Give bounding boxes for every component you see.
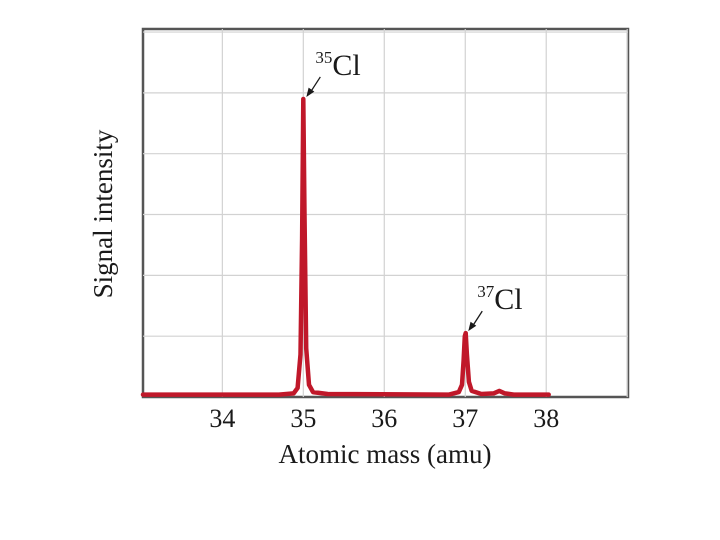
isotope-element-symbol: Cl <box>332 49 360 82</box>
isotope-label: 37Cl <box>477 282 522 316</box>
plot-area <box>141 27 630 399</box>
x-tick-label: 35 <box>290 404 316 433</box>
peak-annotation: 35Cl <box>306 48 361 97</box>
x-tick-label: 38 <box>533 404 559 433</box>
spectrum-line <box>140 96 551 397</box>
annotation-arrowhead <box>306 87 315 97</box>
x-tick-label: 37 <box>452 404 478 433</box>
annotation-arrowhead <box>468 321 477 332</box>
isotope-element-symbol: Cl <box>494 283 522 316</box>
isotope-mass-number: 37 <box>477 282 495 301</box>
y-axis-title: Signal intensity <box>88 129 118 298</box>
x-tick-label: 36 <box>371 404 397 433</box>
peak-annotation: 37Cl <box>468 282 523 332</box>
isotope-mass-number: 35 <box>315 48 332 67</box>
x-tick-label: 34 <box>209 404 235 433</box>
x-axis-title: Atomic mass (amu) <box>279 439 492 469</box>
isotope-label: 35Cl <box>315 48 360 82</box>
x-tick-labels: 34 35 36 37 38 <box>209 404 559 433</box>
grid <box>143 29 628 397</box>
